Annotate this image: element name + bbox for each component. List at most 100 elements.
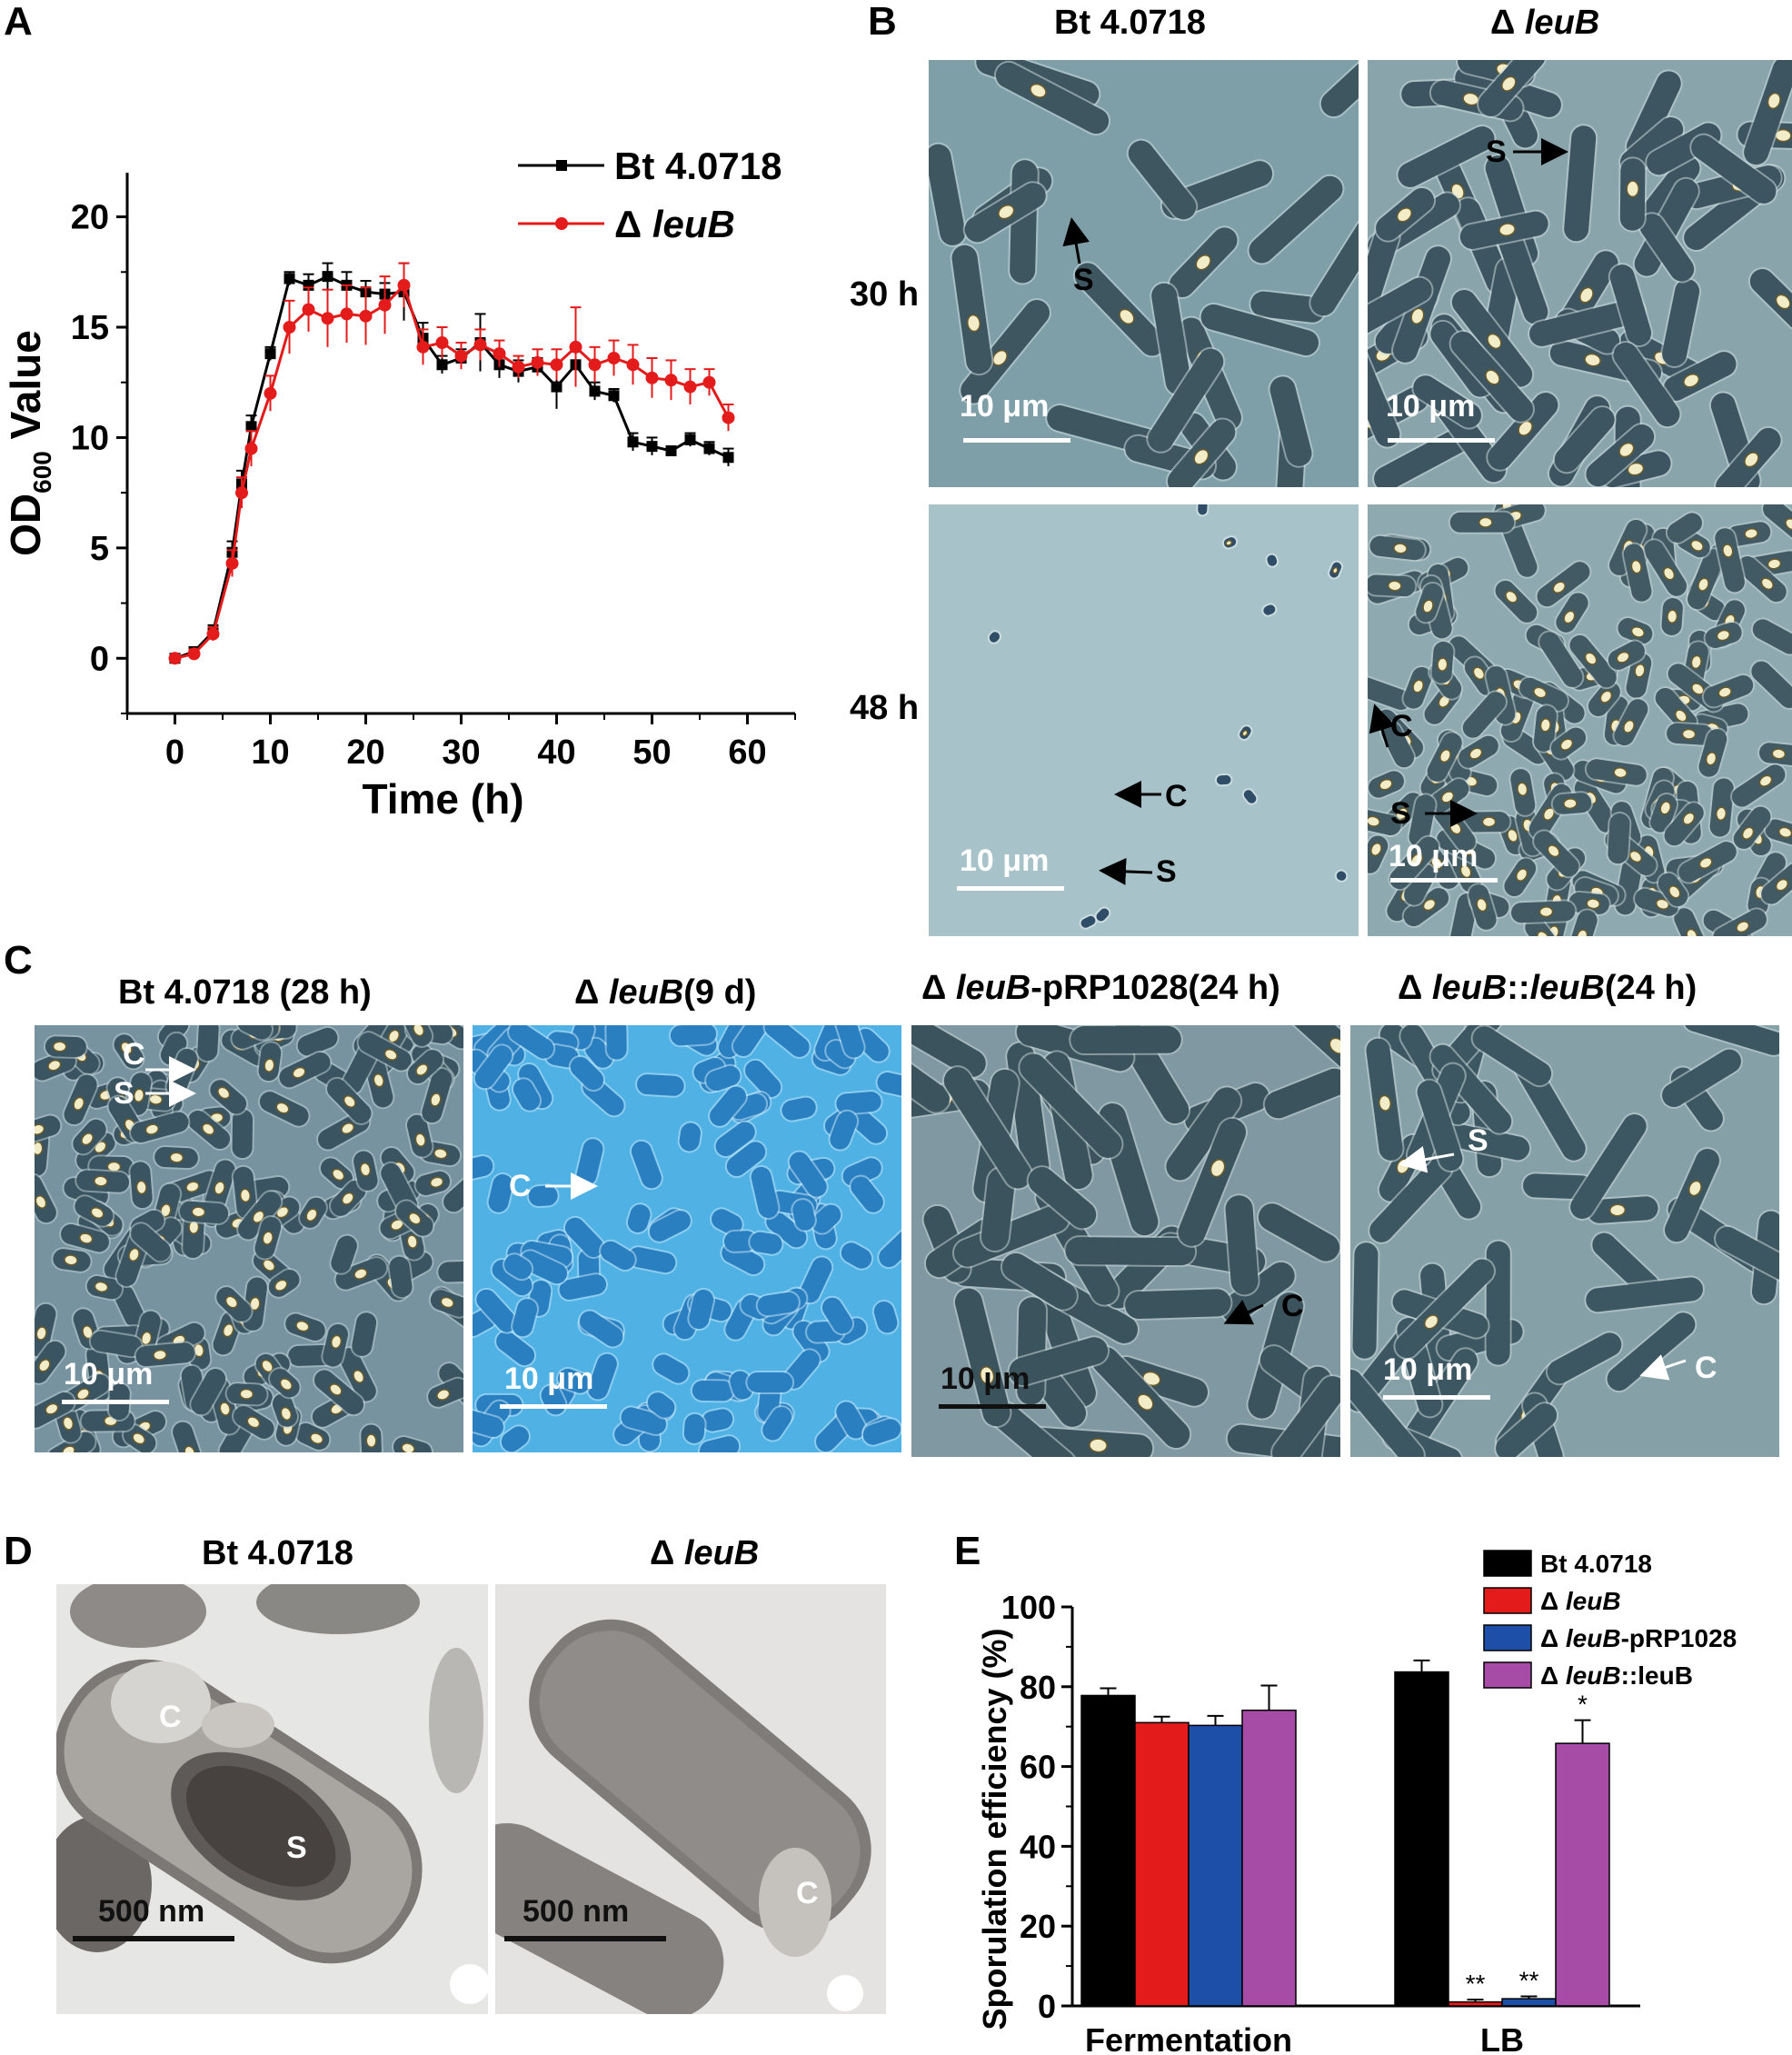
micrograph-b-wildtype-30h: [929, 60, 1359, 487]
cell: [1458, 209, 1550, 251]
cell: [1328, 560, 1344, 580]
data-point: [702, 375, 716, 389]
spore: [62, 1445, 75, 1452]
spore: [1690, 654, 1702, 670]
tem-d-leub: [495, 1584, 886, 2014]
cell: [1241, 788, 1259, 805]
spore: [991, 349, 1008, 366]
spore: [275, 1102, 290, 1114]
spore: [1559, 738, 1574, 751]
cell: [951, 1202, 1071, 1269]
cell: [284, 1312, 327, 1342]
cell: [743, 1058, 783, 1100]
bar: [1501, 1998, 1557, 2007]
spore: [1378, 1094, 1392, 1112]
spore: [1476, 897, 1488, 913]
spore: [1655, 898, 1670, 910]
spore: [1760, 577, 1774, 591]
data-point: [359, 309, 373, 323]
cell: [1584, 757, 1648, 787]
cell: [1703, 620, 1744, 651]
cell: [1509, 899, 1578, 925]
x-tick-label: 10: [251, 733, 289, 772]
panel-c-title-4: Δ leuB::leuB(24 h): [1398, 969, 1697, 1007]
spore: [1630, 626, 1645, 638]
cell: [1611, 340, 1682, 429]
panel-label-b: B: [868, 0, 897, 44]
panel-d-title-1: Bt 4.0718: [202, 1534, 353, 1572]
cell: [59, 1222, 111, 1254]
micrograph-b-leub-48h: [1368, 504, 1792, 936]
cell: [1642, 538, 1688, 598]
spore: [1771, 748, 1787, 760]
cell: [1711, 907, 1768, 936]
panel-label-e: E: [954, 1529, 981, 1573]
cell: [1661, 350, 1738, 403]
mark-c-c2: C: [509, 1169, 532, 1203]
cell: [1518, 675, 1569, 713]
cell: [731, 1025, 770, 1059]
mark-s-b4: S: [1390, 796, 1411, 831]
cell: [625, 1202, 652, 1234]
cell: [235, 1025, 274, 1042]
cell: [952, 1286, 1012, 1429]
cell: [599, 1239, 637, 1272]
spore: [1698, 856, 1713, 869]
cell: [1660, 277, 1702, 368]
spore: [1478, 516, 1493, 528]
cell: [1660, 1047, 1743, 1110]
cell: [1653, 685, 1698, 734]
spore: [1501, 75, 1517, 92]
cell: [1494, 1402, 1559, 1457]
cell: [436, 1259, 463, 1284]
cell: [1606, 812, 1632, 866]
y-tick-label: 10: [71, 419, 109, 457]
data-point: [264, 386, 277, 400]
cell: [507, 1025, 556, 1061]
cell: [1567, 890, 1611, 916]
spore: [1485, 369, 1500, 385]
cell: [647, 1209, 692, 1243]
spore: [128, 1247, 140, 1262]
cell: [791, 1198, 817, 1232]
scale-bar-c2: [500, 1404, 607, 1409]
cell: [352, 1149, 380, 1192]
cell: [1502, 856, 1538, 899]
micrograph-b-leub-30h: [1368, 60, 1792, 487]
cell: [356, 1031, 413, 1072]
spore: [1393, 543, 1408, 554]
spore: [1628, 850, 1643, 863]
spore: [1241, 729, 1249, 737]
data-point: [378, 298, 392, 312]
cell: [399, 1025, 434, 1048]
cell: [1701, 673, 1756, 709]
data-point: [435, 336, 449, 349]
cell: [1401, 664, 1434, 711]
spore: [1599, 690, 1613, 703]
data-point: [645, 371, 659, 384]
panel-c-arrows: [145, 1056, 1687, 1381]
cell: [604, 1025, 629, 1062]
x-axis-title: Time (h): [362, 775, 523, 823]
panel-label-d: D: [4, 1529, 33, 1573]
cell: [1364, 1036, 1405, 1162]
data-point: [187, 647, 201, 661]
cell: [556, 1366, 592, 1395]
cell: [1568, 1112, 1648, 1221]
cell: [710, 1207, 744, 1237]
spore: [359, 1162, 372, 1177]
cell: [1713, 526, 1747, 594]
cell: [128, 1110, 191, 1145]
spore: [1563, 798, 1578, 810]
scale-bar-b3: [957, 886, 1064, 891]
cell: [1429, 639, 1456, 685]
cell: [224, 1382, 269, 1407]
cell: [987, 630, 1002, 644]
cell: [394, 1199, 435, 1238]
cell: [1697, 727, 1729, 779]
spore: [1472, 666, 1486, 681]
spore: [408, 1212, 422, 1225]
legend-swatch: [1483, 1587, 1532, 1614]
spore: [1505, 590, 1518, 604]
cell: [1026, 1165, 1099, 1231]
